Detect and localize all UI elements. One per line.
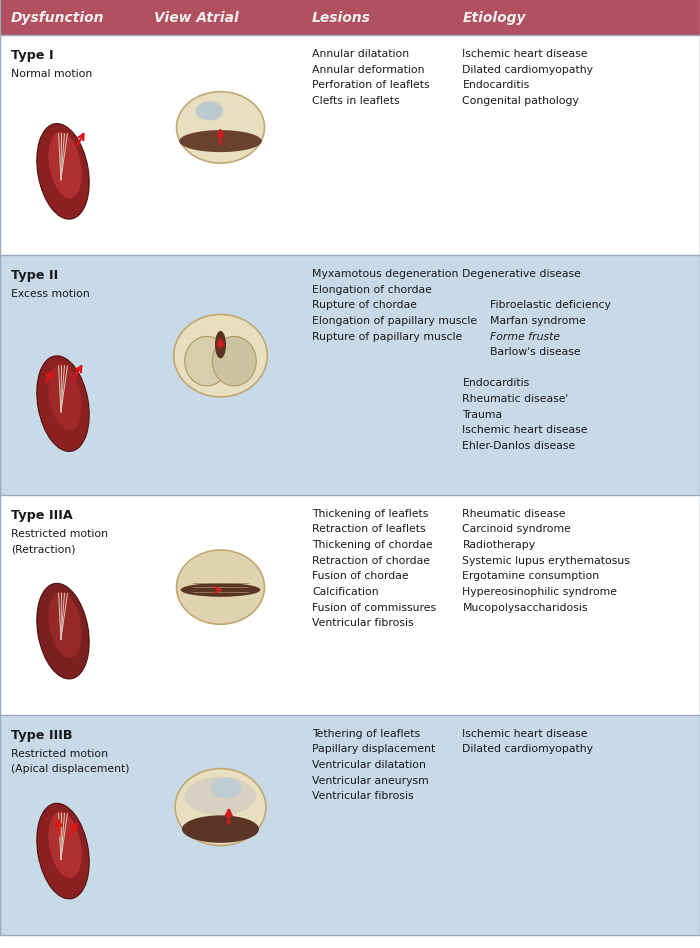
Text: Restricted motion: Restricted motion [11, 529, 108, 538]
Text: Ventricular fibrosis: Ventricular fibrosis [312, 618, 414, 629]
Text: Trauma: Trauma [463, 410, 503, 420]
Text: Ergotamine consumption: Ergotamine consumption [463, 572, 600, 581]
Ellipse shape [182, 815, 259, 843]
Text: Mucopolysaccharidosis: Mucopolysaccharidosis [463, 603, 588, 612]
Ellipse shape [48, 364, 82, 430]
Text: Dilated cardiomyopathy: Dilated cardiomyopathy [463, 64, 594, 75]
Text: Perforation of leaflets: Perforation of leaflets [312, 81, 430, 90]
Text: Rheumatic disease: Rheumatic disease [463, 509, 566, 519]
Text: Myxamotous degeneration: Myxamotous degeneration [312, 269, 458, 279]
Text: Fibroelastic deficiency: Fibroelastic deficiency [491, 301, 611, 310]
FancyBboxPatch shape [0, 255, 700, 495]
Ellipse shape [212, 337, 256, 386]
Text: Calcification: Calcification [312, 587, 379, 597]
Text: Endocarditis: Endocarditis [463, 81, 530, 90]
Text: Hypereosinophilic syndrome: Hypereosinophilic syndrome [463, 587, 617, 597]
Text: Retraction of chordae: Retraction of chordae [312, 556, 430, 566]
Text: Type IIIA: Type IIIA [11, 509, 73, 521]
Text: Fusion of commissures: Fusion of commissures [312, 603, 436, 612]
Text: Annular dilatation: Annular dilatation [312, 49, 409, 59]
Text: Rheumatic diseaseʾ: Rheumatic diseaseʾ [463, 394, 569, 404]
Text: Ventricular fibrosis: Ventricular fibrosis [312, 792, 414, 801]
Ellipse shape [185, 337, 229, 386]
FancyBboxPatch shape [0, 0, 700, 35]
FancyBboxPatch shape [0, 715, 700, 935]
FancyBboxPatch shape [0, 495, 700, 715]
Text: Excess motion: Excess motion [11, 289, 90, 299]
Text: Restricted motion: Restricted motion [11, 749, 108, 758]
Ellipse shape [48, 592, 82, 658]
Text: Ischemic heart disease: Ischemic heart disease [463, 49, 588, 59]
Text: Congenital pathology: Congenital pathology [463, 96, 580, 106]
Text: Elongation of papillary muscle: Elongation of papillary muscle [312, 316, 477, 326]
Ellipse shape [215, 331, 226, 358]
Text: View Atrial: View Atrial [155, 10, 239, 25]
Text: Ventricular aneurysm: Ventricular aneurysm [312, 775, 428, 786]
Text: Forme fruste: Forme fruste [491, 332, 561, 341]
Ellipse shape [48, 132, 82, 198]
FancyBboxPatch shape [0, 35, 700, 255]
Text: Etiology: Etiology [463, 10, 526, 25]
Text: Type II: Type II [11, 269, 58, 282]
Text: Systemic lupus erythematosus: Systemic lupus erythematosus [463, 556, 631, 566]
Text: Ischemic heart disease: Ischemic heart disease [463, 729, 588, 738]
Text: Annular deformation: Annular deformation [312, 64, 424, 75]
Ellipse shape [174, 315, 267, 397]
Text: Ehler-Danlos disease: Ehler-Danlos disease [463, 441, 575, 451]
Ellipse shape [37, 356, 89, 451]
Ellipse shape [48, 811, 82, 878]
Text: Dilated cardiomyopathy: Dilated cardiomyopathy [463, 744, 594, 755]
Text: Thickening of leaflets: Thickening of leaflets [312, 509, 428, 519]
Ellipse shape [176, 92, 265, 163]
Text: (Apical displacement): (Apical displacement) [11, 764, 129, 775]
Ellipse shape [185, 776, 256, 815]
Text: Elongation of chordae: Elongation of chordae [312, 284, 432, 295]
Text: Degenerative disease: Degenerative disease [463, 269, 582, 279]
Text: Rupture of papillary muscle: Rupture of papillary muscle [312, 332, 462, 341]
Ellipse shape [37, 583, 89, 679]
Text: Lesions: Lesions [312, 10, 371, 25]
Ellipse shape [175, 769, 266, 846]
Ellipse shape [37, 123, 89, 219]
Text: Tethering of leaflets: Tethering of leaflets [312, 729, 420, 738]
Text: Ischemic heart disease: Ischemic heart disease [463, 426, 588, 435]
Text: Marfan syndrome: Marfan syndrome [491, 316, 587, 326]
Text: Barlow's disease: Barlow's disease [491, 347, 581, 357]
Text: Fusion of chordae: Fusion of chordae [312, 572, 409, 581]
Text: Thickening of chordae: Thickening of chordae [312, 540, 433, 550]
Text: Ventricular dilatation: Ventricular dilatation [312, 760, 426, 770]
Text: Rupture of chordae: Rupture of chordae [312, 301, 417, 310]
Text: Papillary displacement: Papillary displacement [312, 744, 435, 755]
Text: Dysfunction: Dysfunction [11, 10, 104, 25]
Ellipse shape [181, 583, 260, 597]
Text: Normal motion: Normal motion [11, 69, 92, 79]
Ellipse shape [179, 130, 262, 152]
Text: Type IIIB: Type IIIB [11, 729, 73, 741]
Text: Endocarditis: Endocarditis [463, 378, 530, 389]
Text: Clefts in leaflets: Clefts in leaflets [312, 96, 400, 106]
Text: Carcinoid syndrome: Carcinoid syndrome [463, 524, 571, 535]
Ellipse shape [37, 803, 89, 899]
Ellipse shape [211, 777, 241, 798]
Ellipse shape [196, 101, 223, 120]
Text: Radiotherapy: Radiotherapy [463, 540, 536, 550]
Text: (Retraction): (Retraction) [11, 544, 76, 555]
Text: Retraction of leaflets: Retraction of leaflets [312, 524, 426, 535]
Text: Type I: Type I [11, 49, 54, 62]
Ellipse shape [176, 550, 265, 625]
